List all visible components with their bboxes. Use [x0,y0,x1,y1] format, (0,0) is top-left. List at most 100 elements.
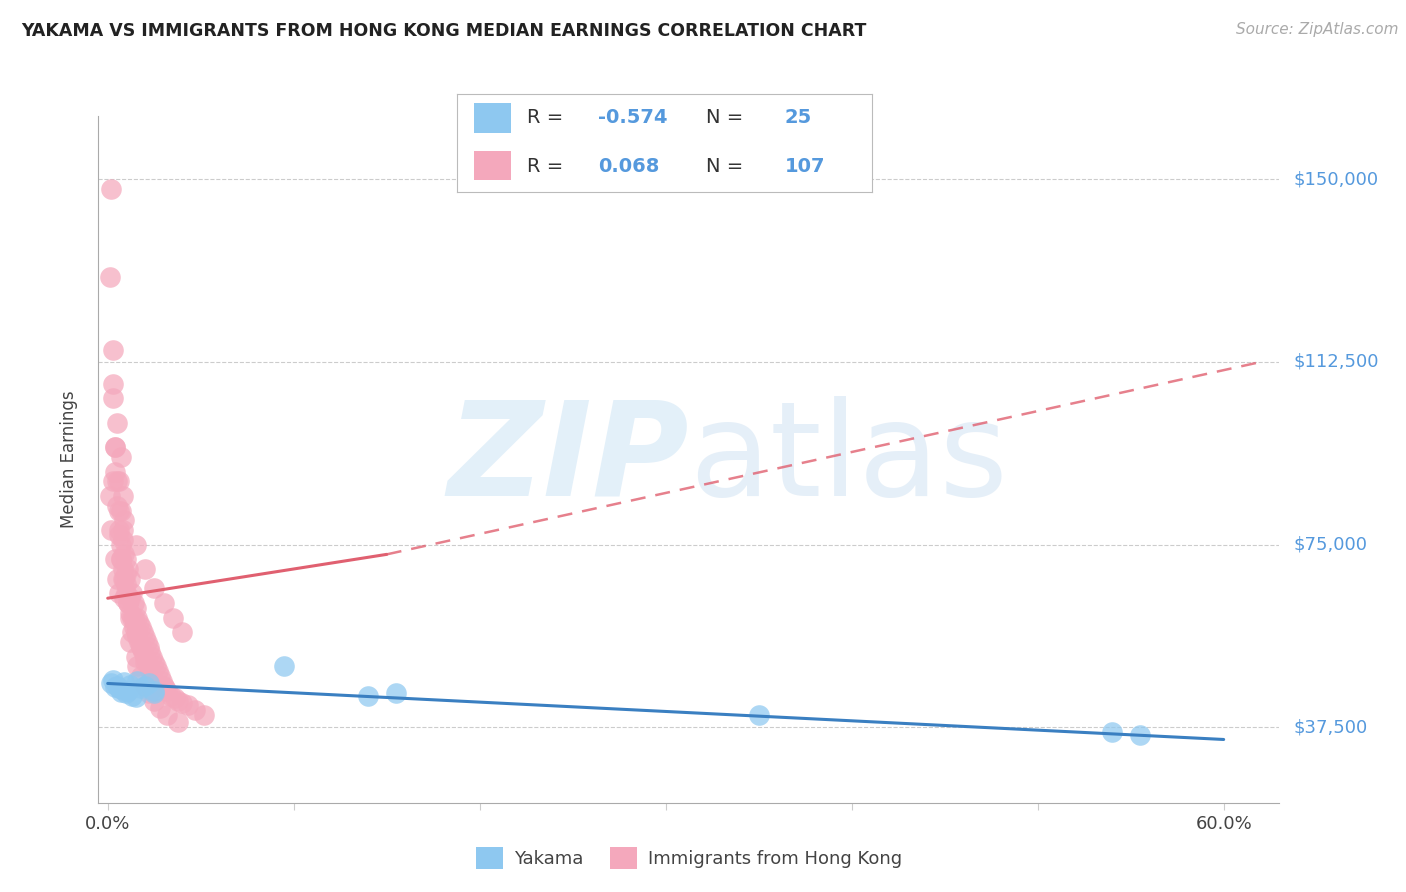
Point [121,689,143,703]
Text: $150,000: $150,000 [1294,170,1378,188]
Point [1101,725,1123,739]
Text: $112,500: $112,500 [1294,353,1379,371]
Point [108,528,131,542]
Point [748,708,770,723]
Point [145,659,167,673]
Point [117,683,139,698]
Text: R =: R = [527,157,569,177]
Point [110,552,132,566]
Point [108,475,131,489]
Point [132,645,155,659]
Point [114,513,136,527]
Point [128,635,150,649]
Point [105,499,128,513]
Point [115,552,138,566]
Point [111,533,134,547]
Point [118,572,141,586]
Point [111,572,134,586]
Point [104,440,127,454]
Point [110,552,132,566]
Point [114,675,136,690]
Bar [474,103,510,133]
Point [357,689,380,703]
Point [124,601,146,615]
Text: $37,500: $37,500 [1294,718,1368,736]
Point [110,684,132,698]
Point [104,552,127,566]
Text: ZIP: ZIP [447,396,689,523]
Point [134,655,156,669]
Text: R =: R = [527,108,569,128]
Point [134,630,156,644]
Point [117,562,139,576]
Point [108,503,131,517]
Point [100,523,122,537]
Point [122,620,145,634]
Point [104,680,127,694]
Point [167,715,190,730]
Point [127,610,149,624]
Point [103,392,125,406]
Bar [474,151,510,180]
Point [105,679,128,693]
Point [118,591,141,606]
Point [105,475,128,489]
Point [111,682,134,697]
Point [155,681,177,696]
Point [141,669,163,683]
Text: Source: ZipAtlas.com: Source: ZipAtlas.com [1236,22,1399,37]
Point [124,649,146,664]
Point [162,610,184,624]
Text: -0.574: -0.574 [598,108,668,128]
Point [167,693,190,707]
Point [122,610,145,624]
Point [1129,728,1152,742]
Point [111,562,134,576]
Point [135,635,157,649]
Point [129,620,152,634]
Point [132,625,155,640]
Point [156,683,179,698]
Point [98,269,121,284]
Point [111,489,134,503]
Point [127,673,149,688]
Text: atlas: atlas [689,396,1008,523]
Point [172,625,194,640]
Point [152,679,174,693]
Point [134,562,156,576]
Point [138,686,160,700]
Point [141,649,163,664]
Point [105,416,128,430]
Point [135,655,157,669]
Point [163,691,186,706]
Point [128,615,150,630]
Y-axis label: Median Earnings: Median Earnings [59,391,77,528]
Point [122,596,145,610]
Point [129,681,152,696]
Point [100,676,122,690]
Point [121,586,143,600]
Text: $75,000: $75,000 [1294,535,1368,554]
Point [184,703,207,717]
Point [111,523,134,537]
Point [139,665,162,679]
Point [103,475,125,489]
Point [103,673,125,687]
Point [143,673,166,688]
Point [143,683,166,698]
Point [103,343,125,357]
Point [143,686,166,700]
Point [138,659,160,673]
Point [127,630,149,644]
Text: YAKAMA VS IMMIGRANTS FROM HONG KONG MEDIAN EARNINGS CORRELATION CHART: YAKAMA VS IMMIGRANTS FROM HONG KONG MEDI… [21,22,866,40]
Point [138,640,160,654]
Text: 107: 107 [785,157,825,177]
Text: N =: N = [706,108,749,128]
Point [121,610,143,624]
Point [193,708,215,723]
Point [134,649,156,664]
Point [100,182,122,196]
Point [143,655,166,669]
Point [118,606,141,620]
Point [146,665,169,679]
